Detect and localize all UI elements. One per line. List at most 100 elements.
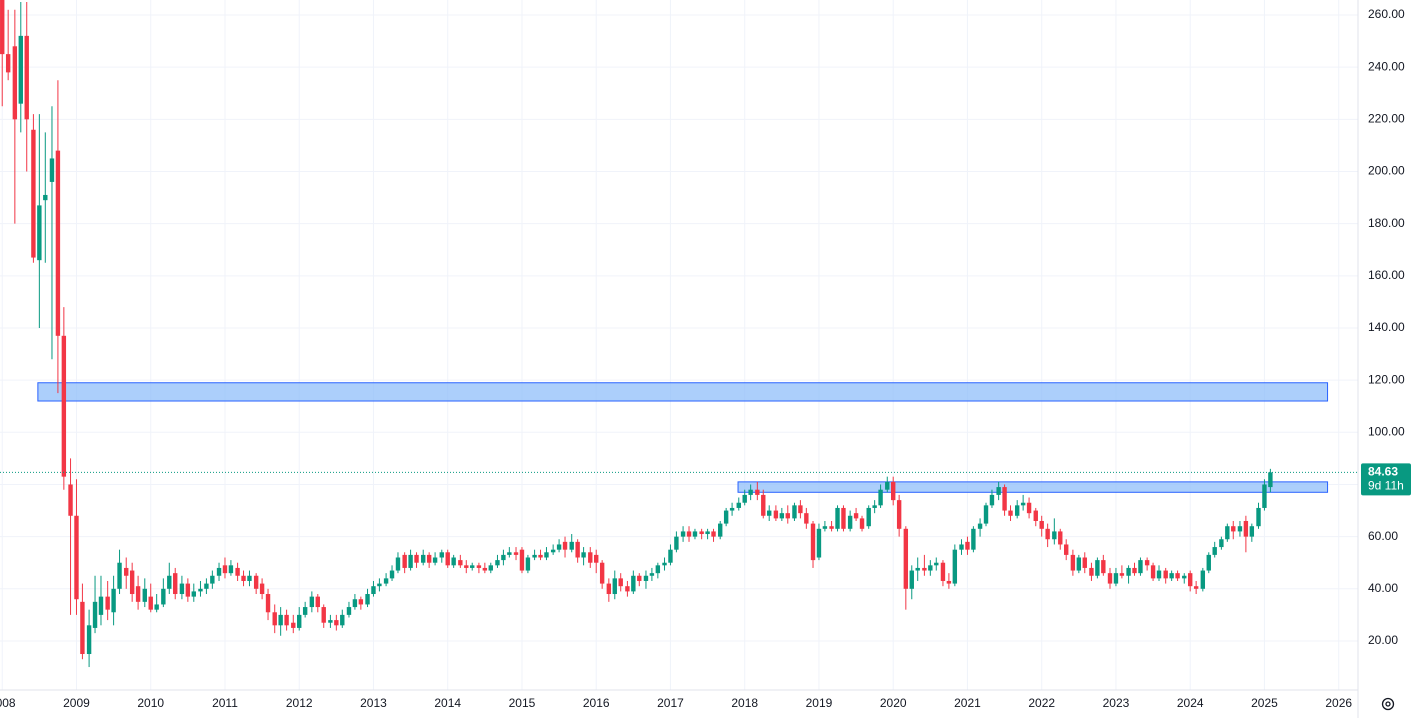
candle-body [167,575,172,589]
candle-body [18,35,23,104]
candle-body [532,554,537,558]
candle-body [154,604,159,610]
candle-body [464,565,469,568]
candle-body [662,562,667,566]
candle-body [1002,487,1007,511]
x-tick-label: 2018 [731,696,758,710]
candle-body [117,562,122,589]
candle-body [74,515,79,600]
candle-body [915,567,920,571]
y-tick-label: 140.00 [1368,320,1405,334]
candle-body [389,570,395,579]
candle-body [12,46,18,120]
candle-body [507,552,512,555]
candle-body [482,567,488,571]
candle-body [37,205,42,261]
candle-body [501,554,506,561]
candle-body [210,575,215,584]
candle-body [148,596,153,610]
candle-body [371,586,376,595]
candle-body [129,570,135,595]
candle-body [352,599,358,608]
candle-body [98,596,104,615]
candle-body [755,489,760,495]
candle-body [1256,507,1261,527]
candle-body [222,565,228,574]
candle-body [1243,520,1249,537]
candle-body [643,575,649,581]
x-tick-label: 2008 [0,696,16,710]
candle-body [575,541,580,558]
candle-body [1064,544,1069,555]
candle-body [1138,560,1143,574]
candle-body [866,507,871,527]
candle-body [729,507,735,511]
candle-body [1169,573,1174,579]
candle-body [538,554,543,558]
candle-body [61,335,67,477]
candle-body [903,528,909,589]
candle-body [835,507,840,529]
candle-body [315,596,320,608]
candle-body [135,586,141,602]
x-tick-label: 2022 [1028,696,1055,710]
candle-body [581,552,586,558]
candle-body [439,552,444,558]
candle-body [253,575,259,589]
x-tick-label: 2013 [360,696,387,710]
plot-area [0,0,1358,690]
candle-body [334,620,339,626]
candle-body [686,531,692,537]
candle-body [952,549,958,584]
candle-body [544,552,549,558]
settings-icon[interactable] [1381,697,1395,711]
candle-body [1076,557,1082,571]
candle-body [599,562,605,584]
candle-body [637,575,642,581]
candle-body [983,505,989,524]
candle-body [92,601,98,628]
candle-body [612,578,617,595]
candle-body [934,562,939,566]
candle-body [1268,472,1273,488]
candle-body [278,614,283,626]
candle-body [1212,547,1217,555]
candle-body [5,54,11,73]
candle-body [142,588,147,602]
candle-body [761,494,766,516]
candle-body [451,557,456,566]
candle-body [594,554,599,563]
candle-body [1101,560,1106,574]
candle-body [649,573,655,576]
candle-body [173,573,178,595]
candle-body [1193,586,1199,589]
x-tick-label: 2024 [1177,696,1204,710]
candle-body [742,494,747,503]
candle-body [1249,526,1255,537]
candle-body [470,565,475,568]
candle-body [328,620,333,623]
x-tick-label: 2023 [1103,696,1130,710]
candle-body [31,129,36,258]
candle-body [816,528,822,558]
candle-body [80,601,85,655]
candle-body [402,554,407,568]
candle-body [124,567,129,576]
candle-body [569,541,574,550]
candle-body [1045,528,1050,540]
candle-body [1144,560,1150,566]
candle-body [408,554,413,568]
candle-body [723,510,729,524]
x-tick-label: 2014 [434,696,461,710]
x-tick-label: 2012 [286,696,313,710]
price-axis [1358,0,1415,718]
candle-body [996,487,1001,495]
candle-body [810,523,816,561]
candle-body [822,526,828,529]
candle-body [785,513,790,519]
candle-body [909,570,914,589]
candle-body [736,502,741,508]
candle-body [204,583,209,589]
candle-body [432,557,438,563]
candle-body [1008,510,1013,516]
